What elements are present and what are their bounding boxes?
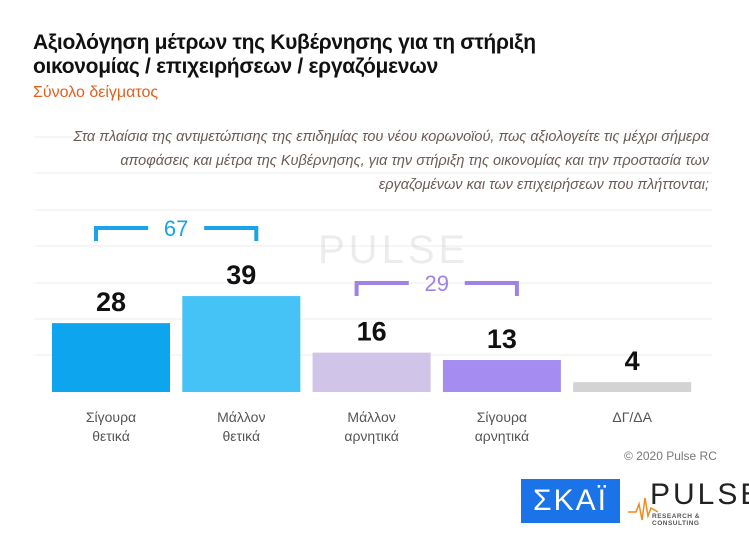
category-label: Μάλλον — [347, 409, 395, 425]
title-line-2: οικονομίας / επιχειρήσεων / εργαζόμενων — [33, 55, 438, 78]
data-label: 16 — [357, 317, 387, 347]
survey-question: Στα πλαίσια της αντιμετώπισης της επιδημ… — [73, 129, 709, 193]
category-label: Σίγουρα — [477, 409, 527, 425]
category-label: αρνητικά — [344, 428, 398, 444]
bar — [573, 382, 692, 392]
pulse-wave-icon — [628, 497, 658, 521]
title-line-1: Αξιολόγηση μέτρων της Κυβέρνησης για τη … — [33, 31, 536, 54]
chart-title: Αξιολόγηση μέτρων της Κυβέρνησης για τη … — [33, 31, 536, 79]
category-label: αρνητικά — [475, 428, 529, 444]
copyright: © 2020 Pulse RC — [624, 449, 717, 463]
category-label: θετικά — [223, 428, 261, 444]
group-total-label: 29 — [425, 271, 449, 296]
group-bracket — [354, 281, 519, 296]
bar — [52, 323, 170, 392]
data-label: 4 — [625, 346, 640, 376]
data-label: 13 — [487, 324, 517, 354]
bar — [312, 352, 431, 392]
pulse-logo-text: PULSE — [650, 478, 749, 511]
pulse-watermark: PULSE — [318, 228, 470, 272]
data-label: 28 — [96, 287, 126, 317]
category-label: θετικά — [92, 428, 130, 444]
bar — [182, 296, 301, 392]
category-label: Σίγουρα — [86, 409, 136, 425]
group-total-label: 67 — [164, 216, 188, 241]
pulse-logo: PULSE RESEARCH & CONSULTING — [628, 478, 749, 527]
skai-logo: ΣΚΑΪ — [521, 479, 620, 523]
category-label: ΔΓ/ΔΑ — [612, 409, 652, 425]
bar — [442, 360, 561, 392]
chart-subtitle: Σύνολο δείγματος — [33, 84, 159, 101]
data-label: 39 — [226, 260, 256, 290]
group-bracket — [94, 226, 259, 241]
pulse-logo-sub: RESEARCH & CONSULTING — [652, 513, 700, 527]
category-label: Μάλλον — [217, 409, 265, 425]
